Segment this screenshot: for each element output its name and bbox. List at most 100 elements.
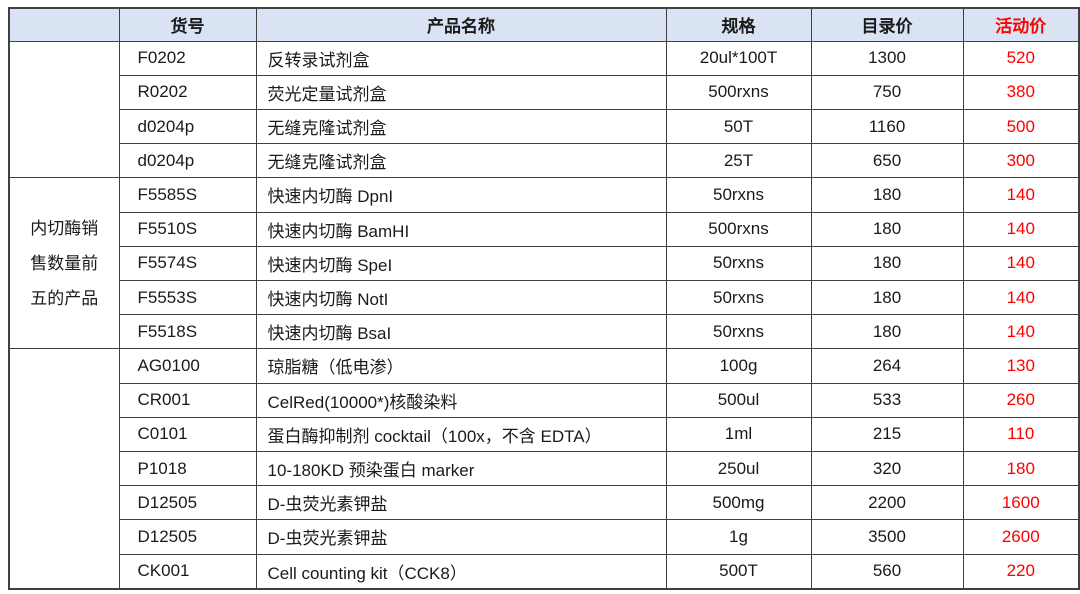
table-row: F5510S 快速内切酶 BamHI 500rxns 180 140 — [9, 211, 1080, 247]
code-cell: F5518S — [118, 314, 257, 350]
promo-price-cell: 140 — [962, 245, 1080, 281]
code-cell: D12505 — [118, 519, 257, 555]
table-row: CK001 Cell counting kit（CCK8） 500T 560 2… — [9, 553, 1080, 590]
name-cell: 荧光定量试剂盒 — [255, 74, 667, 110]
list-price-cell: 215 — [810, 416, 964, 452]
table-row: d0204p 无缝克隆试剂盒 25T 650 300 — [9, 143, 1080, 179]
table-row: 内切酶销售数量前五的产品 F5585S 快速内切酶 DpnI 50rxns 18… — [8, 177, 1080, 350]
name-cell: 无缝克隆试剂盒 — [255, 143, 667, 179]
code-cell: d0204p — [118, 143, 257, 179]
table-row: d0204p 无缝克隆试剂盒 50T 1160 500 — [9, 108, 1080, 145]
list-price-cell: 180 — [810, 279, 964, 316]
promo-price-cell: 140 — [962, 314, 1080, 350]
list-price-cell: 650 — [810, 143, 964, 179]
table-row: F5574S 快速内切酶 SpeI 50rxns 180 140 — [9, 245, 1080, 281]
list-price-cell: 180 — [810, 177, 964, 213]
spec-cell: 50rxns — [665, 279, 812, 316]
name-cell: 快速内切酶 DpnI — [255, 177, 667, 213]
promo-price-cell: 110 — [962, 416, 1080, 452]
table-row: F5553S 快速内切酶 NotI 50rxns 180 140 — [9, 279, 1080, 316]
table-row: CR001 CelRed(10000*)核酸染料 500ul 533 260 — [9, 382, 1080, 418]
table-row: C0101 蛋白酶抑制剂 cocktail（100x，不含 EDTA） 1ml … — [9, 416, 1080, 452]
header-spec: 规格 — [665, 7, 812, 42]
promo-price-cell: 1600 — [962, 485, 1080, 521]
spec-cell: 100g — [665, 348, 812, 384]
name-cell: 快速内切酶 BamHI — [255, 211, 667, 247]
list-price-cell: 3500 — [810, 519, 964, 555]
spec-cell: 500rxns — [665, 211, 812, 247]
header-row: 货号 产品名称 规格 目录价 活动价 — [8, 7, 1080, 42]
spec-cell: 20ul*100T — [665, 40, 812, 76]
promo-price-cell: 500 — [962, 108, 1080, 145]
spec-cell: 500ul — [665, 382, 812, 418]
promo-price-cell: 260 — [962, 382, 1080, 418]
promo-price-cell: 180 — [962, 450, 1080, 487]
code-cell: AG0100 — [118, 348, 257, 384]
code-cell: F5574S — [118, 245, 257, 281]
product-price-table: 货号 产品名称 规格 目录价 活动价 F0202 反转录试剂盒 20ul*100… — [8, 7, 1080, 590]
promo-price-cell: 2600 — [962, 519, 1080, 555]
name-cell: D-虫荧光素钾盐 — [255, 519, 667, 555]
promo-price-cell: 140 — [962, 177, 1080, 213]
code-cell: P1018 — [118, 450, 257, 487]
category-cell: 内切酶销售数量前五的产品 — [8, 177, 120, 350]
code-cell: F5553S — [118, 279, 257, 316]
promo-price-cell: 140 — [962, 279, 1080, 316]
list-price-cell: 533 — [810, 382, 964, 418]
code-cell: C0101 — [118, 416, 257, 452]
code-cell: R0202 — [118, 74, 257, 110]
category-cell — [8, 40, 120, 179]
table-row: AG0100 琼脂糖（低电渗） 100g 264 130 — [8, 348, 1080, 590]
table-row: D12505 D-虫荧光素钾盐 500mg 2200 1600 — [9, 485, 1080, 521]
promo-price-cell: 380 — [962, 74, 1080, 110]
code-cell: D12505 — [118, 485, 257, 521]
list-price-cell: 2200 — [810, 485, 964, 521]
name-cell: Cell counting kit（CCK8） — [255, 553, 667, 590]
list-price-cell: 180 — [810, 245, 964, 281]
name-cell: CelRed(10000*)核酸染料 — [255, 382, 667, 418]
spec-cell: 500mg — [665, 485, 812, 521]
table-row: F5518S 快速内切酶 BsaI 50rxns 180 140 — [9, 314, 1080, 350]
table-row: D12505 D-虫荧光素钾盐 1g 3500 2600 — [9, 519, 1080, 555]
header-promo-price: 活动价 — [962, 7, 1080, 42]
code-cell: F5585S — [118, 177, 257, 213]
name-cell: 快速内切酶 SpeI — [255, 245, 667, 281]
spec-cell: 50rxns — [665, 245, 812, 281]
spec-cell: 50T — [665, 108, 812, 145]
list-price-cell: 1300 — [810, 40, 964, 76]
list-price-cell: 750 — [810, 74, 964, 110]
code-cell: F0202 — [118, 40, 257, 76]
table-row: F0202 反转录试剂盒 20ul*100T 1300 520 — [8, 40, 1080, 179]
name-cell: 快速内切酶 BsaI — [255, 314, 667, 350]
list-price-cell: 264 — [810, 348, 964, 384]
name-cell: 10-180KD 预染蛋白 marker — [255, 450, 667, 487]
list-price-cell: 180 — [810, 314, 964, 350]
table-row: P1018 10-180KD 预染蛋白 marker 250ul 320 180 — [9, 450, 1080, 487]
spec-cell: 50rxns — [665, 314, 812, 350]
spec-cell: 500rxns — [665, 74, 812, 110]
spec-cell: 1ml — [665, 416, 812, 452]
spec-cell: 1g — [665, 519, 812, 555]
header-code: 货号 — [118, 7, 257, 42]
table-row: R0202 荧光定量试剂盒 500rxns 750 380 — [9, 74, 1080, 110]
spec-cell: 50rxns — [665, 177, 812, 213]
promo-price-cell: 520 — [962, 40, 1080, 76]
header-product-name: 产品名称 — [255, 7, 667, 42]
promo-price-cell: 140 — [962, 211, 1080, 247]
list-price-cell: 560 — [810, 553, 964, 590]
category-cell — [8, 348, 120, 590]
code-cell: d0204p — [118, 108, 257, 145]
list-price-cell: 180 — [810, 211, 964, 247]
list-price-cell: 320 — [810, 450, 964, 487]
header-category — [8, 7, 120, 42]
name-cell: 快速内切酶 NotI — [255, 279, 667, 316]
code-cell: F5510S — [118, 211, 257, 247]
spec-cell: 500T — [665, 553, 812, 590]
list-price-cell: 1160 — [810, 108, 964, 145]
promo-price-cell: 300 — [962, 143, 1080, 179]
code-cell: CK001 — [118, 553, 257, 590]
code-cell: CR001 — [118, 382, 257, 418]
promo-price-cell: 130 — [962, 348, 1080, 384]
name-cell: 琼脂糖（低电渗） — [255, 348, 667, 384]
spec-cell: 25T — [665, 143, 812, 179]
